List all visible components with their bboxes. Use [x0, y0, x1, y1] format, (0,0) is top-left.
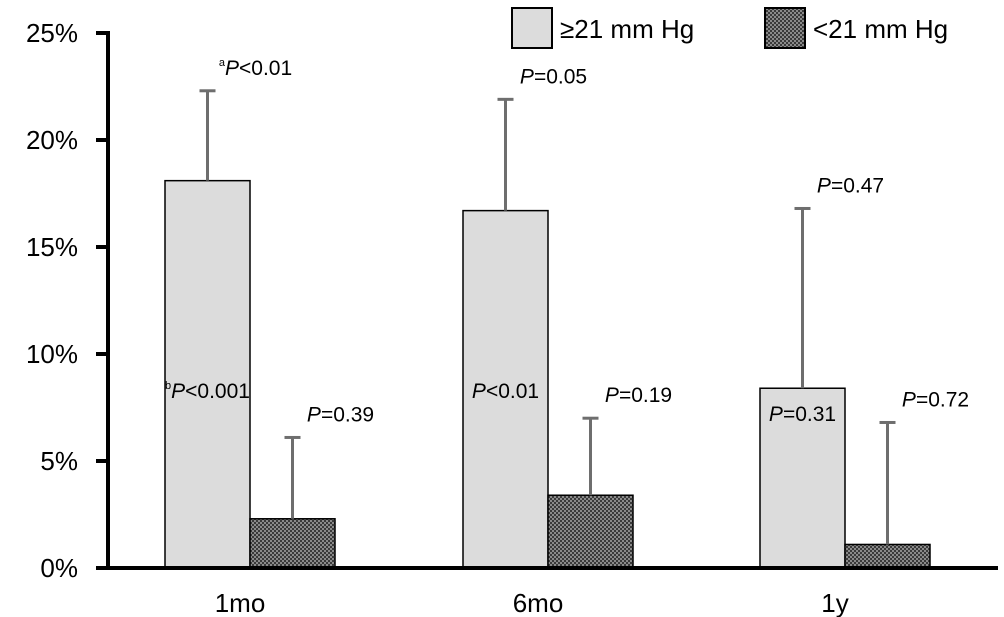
p-value-annotation: P=0.72: [902, 388, 969, 411]
legend-swatch-low-iop: [764, 7, 806, 49]
y-tick-label: 15%: [26, 232, 78, 262]
bar-high-iop-6mo: [462, 209, 549, 569]
bar-high-iop-1y: [759, 387, 846, 569]
x-tick-label-1y: 1y: [821, 588, 848, 617]
y-tick-label: 5%: [40, 446, 78, 476]
legend-label-high-iop: ≥21 mm Hg: [560, 14, 694, 44]
bar-low-iop-1mo: [249, 518, 336, 569]
p-value-annotation: aP<0.01: [219, 57, 292, 80]
p-value-annotation: P=0.39: [307, 403, 374, 426]
p-value-annotation: P=0.19: [605, 384, 672, 407]
annotations-layer: aP<0.01 bP<0.001 P=0.39 P=0.05 P<0.01 P=0.19 P…: [165, 57, 969, 427]
p-value-annotation: bP<0.001: [165, 380, 250, 403]
legend-label-low-iop: <21 mm Hg: [813, 14, 948, 44]
bar-low-iop-6mo: [547, 494, 634, 569]
x-tick-label-1mo: 1mo: [215, 588, 266, 617]
legend-swatch-high-iop: [511, 7, 553, 49]
bars-layer: [164, 179, 931, 569]
y-tick-label: 20%: [26, 125, 78, 155]
y-tick-label: 0%: [40, 553, 78, 583]
p-value-annotation: P=0.47: [817, 174, 884, 197]
p-value-annotation: P<0.01: [472, 380, 539, 403]
y-tick-label: 25%: [26, 18, 78, 48]
error-bars-layer: [199, 89, 896, 545]
p-value-annotation: P=0.05: [520, 65, 587, 88]
x-tick-label-6mo: 6mo: [513, 588, 564, 617]
bar-low-iop-1y: [844, 543, 931, 569]
p-value-annotation: P=0.31: [769, 403, 836, 426]
y-tick-label: 10%: [26, 339, 78, 369]
axes-layer: 0% 5% 10% 15% 20% 25% 1mo 6mo 1y: [26, 18, 998, 617]
legend: ≥21 mm Hg <21 mm Hg: [511, 7, 948, 49]
bar-high-iop-1mo: [164, 179, 251, 569]
